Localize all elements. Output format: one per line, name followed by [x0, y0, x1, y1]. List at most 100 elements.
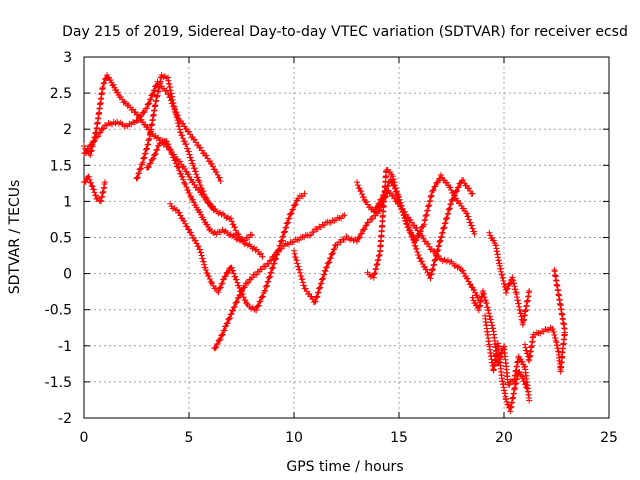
data-point — [518, 371, 525, 378]
data-point — [443, 215, 450, 222]
data-point — [110, 81, 117, 88]
data-point — [526, 288, 533, 295]
y-tick-label: -1 — [58, 339, 72, 355]
data-point — [551, 331, 558, 338]
data-point — [267, 273, 273, 280]
data-point — [198, 249, 205, 256]
data-point — [417, 227, 424, 234]
data-point — [522, 341, 528, 348]
data-point — [291, 202, 298, 209]
data-point — [191, 136, 198, 143]
data-point — [217, 284, 224, 291]
data-point — [177, 129, 184, 136]
data-point — [467, 281, 474, 288]
data-point — [387, 176, 394, 183]
data-point — [147, 96, 154, 103]
data-point — [503, 395, 510, 402]
data-point — [503, 398, 510, 405]
data-point — [284, 220, 291, 227]
data-point — [447, 184, 454, 191]
chart-title: Day 215 of 2019, Sidereal Day-to-day VTE… — [62, 24, 628, 40]
data-point — [149, 91, 156, 98]
data-point — [197, 209, 204, 216]
data-point — [418, 258, 425, 265]
data-point — [474, 292, 480, 299]
data-point — [199, 255, 206, 262]
data-point — [481, 291, 488, 298]
data-point — [232, 227, 239, 234]
data-point — [454, 187, 461, 194]
data-point — [140, 155, 147, 162]
data-point — [425, 240, 432, 247]
data-point — [195, 243, 202, 250]
data-point — [242, 297, 249, 304]
data-point — [279, 233, 286, 240]
data-point — [232, 273, 239, 280]
data-point — [503, 286, 510, 293]
data-point — [142, 150, 149, 157]
data-point — [237, 291, 244, 298]
data-point — [466, 216, 472, 223]
data-point — [317, 284, 324, 291]
data-point — [177, 158, 183, 165]
data-point — [486, 229, 493, 236]
series-track-d — [133, 72, 255, 244]
data-point — [176, 167, 183, 174]
x-tick-label: 10 — [285, 430, 303, 446]
data-point — [341, 212, 348, 219]
data-point — [217, 177, 224, 184]
data-point — [507, 280, 514, 287]
data-point — [414, 248, 421, 255]
data-point — [319, 276, 325, 283]
data-point — [259, 293, 266, 300]
data-point — [169, 151, 176, 158]
data-point — [526, 397, 533, 404]
data-point — [268, 257, 275, 264]
data-point — [356, 185, 363, 192]
data-point — [359, 191, 366, 198]
data-point — [278, 245, 285, 252]
data-point — [288, 210, 295, 217]
data-point — [203, 152, 210, 159]
data-point — [183, 183, 190, 190]
data-point — [95, 133, 101, 140]
data-point — [469, 190, 476, 197]
data-point — [271, 253, 278, 260]
data-point — [506, 281, 513, 288]
data-point — [295, 263, 302, 270]
data-point — [230, 221, 237, 228]
data-point — [307, 232, 314, 239]
data-point — [220, 276, 227, 283]
data-point — [438, 171, 444, 178]
data-point — [136, 170, 143, 177]
data-point — [463, 210, 470, 217]
data-point — [331, 245, 338, 252]
data-point — [187, 192, 194, 199]
data-point — [144, 105, 150, 112]
data-point — [254, 303, 261, 310]
data-point — [256, 298, 263, 305]
data-point — [324, 263, 330, 270]
data-point — [151, 151, 158, 158]
tick-labels: 0 5 10 15 20 25 -2 -1.5 -1 -0.5 0 0.5 1 1.5 2 2.5 3 — [45, 50, 618, 446]
data-point — [99, 84, 106, 91]
data-point — [313, 294, 320, 301]
series-track-m — [486, 229, 533, 328]
data-point — [460, 205, 467, 212]
data-point — [208, 160, 215, 167]
data-point — [143, 146, 150, 153]
series-track-g — [211, 212, 348, 352]
data-point — [290, 206, 297, 213]
data-point — [374, 204, 381, 211]
data-point — [455, 184, 462, 191]
data-point — [166, 144, 173, 151]
data-point — [247, 276, 254, 283]
data-point — [298, 273, 305, 280]
data-point — [197, 144, 204, 151]
data-point — [280, 229, 287, 236]
data-point — [145, 141, 152, 148]
data-point — [141, 108, 148, 115]
data-point — [258, 250, 265, 257]
x-tick-label: 0 — [80, 430, 89, 446]
data-point — [423, 266, 430, 273]
